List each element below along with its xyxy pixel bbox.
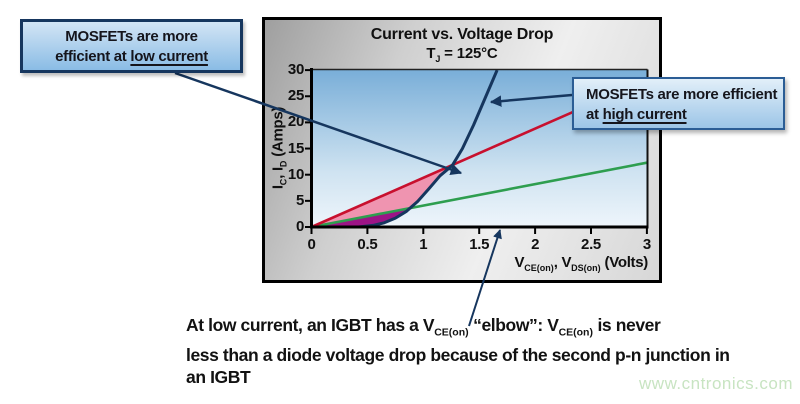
x-tick-label-0: 0: [307, 236, 316, 253]
caption-text: At low current, an IGBT has a VCE(on) “e…: [186, 314, 730, 388]
y-tick-label-0: 0: [295, 218, 304, 235]
y-tick-label-30: 30: [287, 61, 304, 79]
x-axis-label: VCE(on), VDS(on) (Volts): [514, 254, 649, 273]
y-tick-label-20: 20: [287, 113, 304, 131]
chart-subtitle: TJ = 125°C: [426, 45, 498, 64]
annotation-low-line2: efficient at low current: [55, 48, 208, 65]
annotation-high-line1: MOSFETs are more efficient: [586, 86, 778, 103]
annotation-box-high-current: MOSFETs are more efficient at high curre…: [572, 77, 785, 130]
y-tick-label-15: 15: [287, 139, 304, 157]
x-tick-label-0.5: 0.5: [357, 236, 378, 253]
x-tick-label-2: 2: [531, 236, 540, 253]
chart-title: Current vs. Voltage Drop: [370, 26, 554, 43]
annotation-high-line2: at high current: [586, 106, 687, 123]
caption-line1: At low current, an IGBT has a VCE(on) “e…: [186, 315, 661, 339]
annotation-low-line1: MOSFETs are more: [65, 28, 198, 45]
caption-line3: an IGBT: [186, 366, 251, 387]
y-tick-label-5: 5: [295, 191, 304, 209]
x-tick-label-3: 3: [642, 236, 651, 253]
annotation-box-low-current: MOSFETs are more efficient at low curren…: [20, 19, 243, 73]
y-tick-label-25: 25: [287, 87, 304, 105]
watermark: www.cntronics.com: [639, 374, 793, 393]
x-tick-label-1.5: 1.5: [469, 236, 490, 253]
x-tick-label-1: 1: [419, 236, 428, 253]
caption-line2: less than a diode voltage drop because o…: [186, 344, 730, 365]
x-tick-label-2.5: 2.5: [581, 236, 601, 253]
y-tick-label-10: 10: [287, 165, 304, 183]
